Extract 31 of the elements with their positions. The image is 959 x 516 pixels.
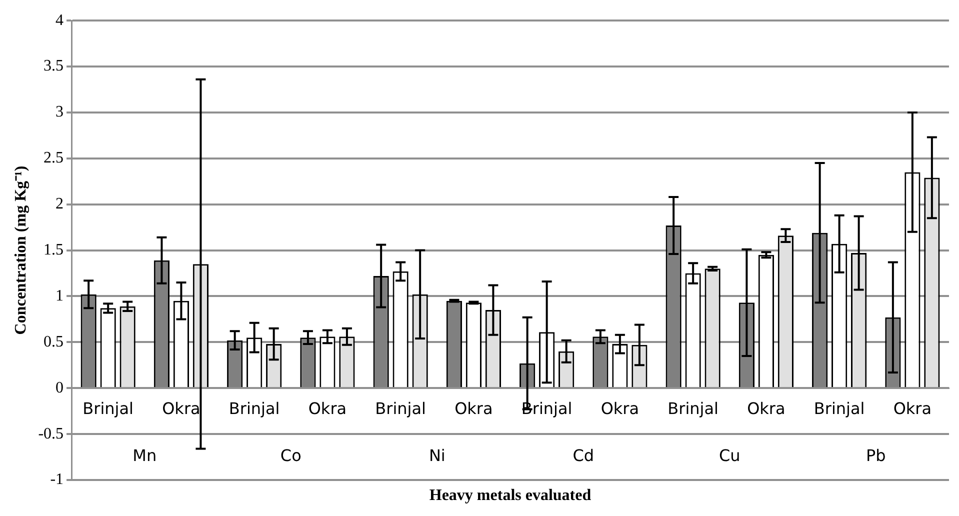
annotation: Ni (428, 446, 446, 466)
x-tick-label: Okra (454, 398, 493, 418)
x-tick-label: Okra (747, 398, 786, 418)
x-tick-label: Brinjal (814, 398, 865, 418)
y-tick-label: 0 (56, 379, 64, 396)
x-tick-label: Brinjal (521, 398, 572, 418)
y-axis-title: Concentration (mg Kg⁻¹) (12, 166, 30, 335)
y-tick-label: 3.5 (44, 58, 64, 75)
y-tick-label: 2 (56, 196, 64, 213)
x-tick-label: Okra (600, 398, 640, 418)
y-tick-label: 1 (56, 287, 64, 304)
y-tick-label: 3 (56, 104, 64, 121)
y-tick-label: -0.5 (38, 425, 64, 442)
x-axis-title: Heavy metals evaluated (429, 487, 592, 504)
annotation: Pb (866, 446, 886, 466)
x-tick-label: Okra (893, 398, 932, 418)
y-tick-label: 2.5 (44, 150, 64, 167)
x-tick-label: Okra (308, 398, 347, 418)
y-tick-label: 0.5 (44, 333, 64, 350)
x-tick-label: Okra (162, 398, 200, 418)
y-tick-label: 4 (56, 12, 64, 29)
y-tick-label: 1.5 (44, 242, 64, 259)
annotation: Co (280, 446, 302, 466)
x-tick-label: Brinjal (228, 398, 280, 418)
x-tick-label: Brinjal (375, 398, 426, 418)
annotation: Cu (718, 446, 740, 466)
y-tick-label: -1 (50, 471, 64, 488)
x-tick-label: Brinjal (82, 398, 134, 418)
x-tick-label: Brinjal (668, 398, 718, 418)
annotation: Mn (132, 446, 157, 466)
annotation: Cd (572, 446, 594, 466)
